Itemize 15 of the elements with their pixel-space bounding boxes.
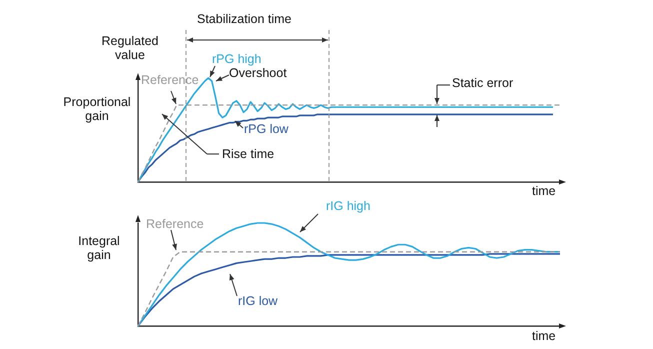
- series-label: rPG high: [212, 52, 262, 66]
- text: Integral gain: [77, 234, 121, 263]
- text: Proportional gain: [62, 95, 132, 124]
- series-label: Reference: [146, 217, 204, 232]
- annotation: Overshoot: [229, 66, 287, 80]
- text: rIG high: [326, 199, 370, 214]
- annotation: Rise time: [222, 147, 274, 162]
- text: Stabilization time: [197, 12, 292, 26]
- text: rIG low: [238, 294, 278, 308]
- x-axis-title: time: [532, 184, 556, 198]
- annotation: Static error: [452, 76, 514, 90]
- series-label: rPG low: [244, 122, 288, 136]
- y-axis-title: Regulated value: [100, 34, 160, 63]
- x-axis-title: time: [532, 329, 556, 344]
- series-label: Reference: [141, 73, 199, 88]
